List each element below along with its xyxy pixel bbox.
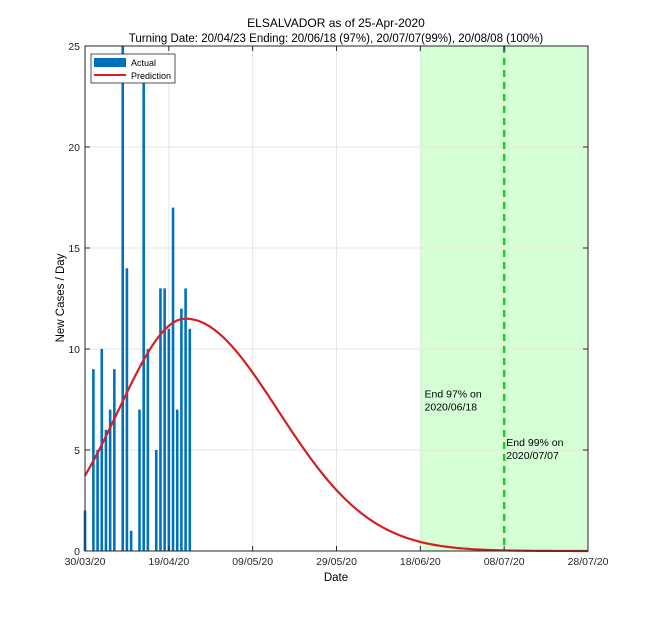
annotation-end-99-line: 2020/07/07 bbox=[506, 450, 559, 462]
actual-bar bbox=[96, 450, 99, 551]
x-tick-label: 19/04/20 bbox=[148, 556, 189, 568]
legend-actual-label: Actual bbox=[131, 58, 156, 68]
annotation-end-99-line: End 99% on bbox=[506, 437, 563, 449]
annotation-end-97-line: End 97% on bbox=[425, 388, 482, 400]
annotation-end-97-line: 2020/06/18 bbox=[425, 401, 478, 413]
y-tick-label: 10 bbox=[68, 344, 80, 356]
y-tick-label: 0 bbox=[74, 546, 80, 558]
actual-bar bbox=[146, 349, 150, 551]
chart-subtitle: Turning Date: 20/04/23 Ending: 20/06/18 … bbox=[129, 33, 544, 45]
actual-bar bbox=[167, 328, 171, 551]
x-tick-label: 30/03/20 bbox=[65, 556, 106, 568]
x-tick-label: 28/07/20 bbox=[568, 556, 609, 568]
x-tick-label: 29/05/20 bbox=[316, 556, 357, 568]
legend-actual-swatch bbox=[94, 58, 126, 67]
actual-bar bbox=[188, 328, 192, 551]
y-tick-label: 5 bbox=[74, 445, 80, 457]
actual-bar bbox=[113, 369, 116, 551]
y-tick-label: 15 bbox=[68, 243, 80, 255]
actual-bar bbox=[104, 429, 108, 551]
actual-bar bbox=[175, 409, 179, 551]
actual-bar bbox=[159, 288, 162, 551]
x-axis-label: Date bbox=[324, 572, 348, 584]
x-tick-label: 08/07/20 bbox=[484, 556, 525, 568]
actual-bar bbox=[184, 288, 187, 551]
actual-bar bbox=[163, 288, 166, 551]
y-tick-label: 25 bbox=[68, 41, 80, 53]
actual-bar bbox=[108, 409, 112, 551]
x-tick-label: 09/05/20 bbox=[232, 556, 273, 568]
actual-bar bbox=[129, 530, 133, 551]
actual-bar bbox=[125, 268, 129, 551]
actual-bar bbox=[180, 308, 183, 551]
actual-bar bbox=[138, 409, 141, 551]
actual-bar bbox=[142, 66, 145, 551]
y-axis-label: New Cases / Day bbox=[55, 253, 67, 342]
actual-bar bbox=[171, 207, 175, 551]
x-tick-label: 18/06/20 bbox=[400, 556, 441, 568]
chart-title: ELSALVADOR as of 25-Apr-2020 bbox=[247, 16, 425, 30]
actual-bar bbox=[121, 46, 125, 551]
y-tick-label: 20 bbox=[68, 142, 80, 154]
actual-bar bbox=[100, 349, 104, 551]
actual-bar bbox=[154, 450, 158, 551]
legend-prediction-label: Prediction bbox=[131, 71, 171, 81]
